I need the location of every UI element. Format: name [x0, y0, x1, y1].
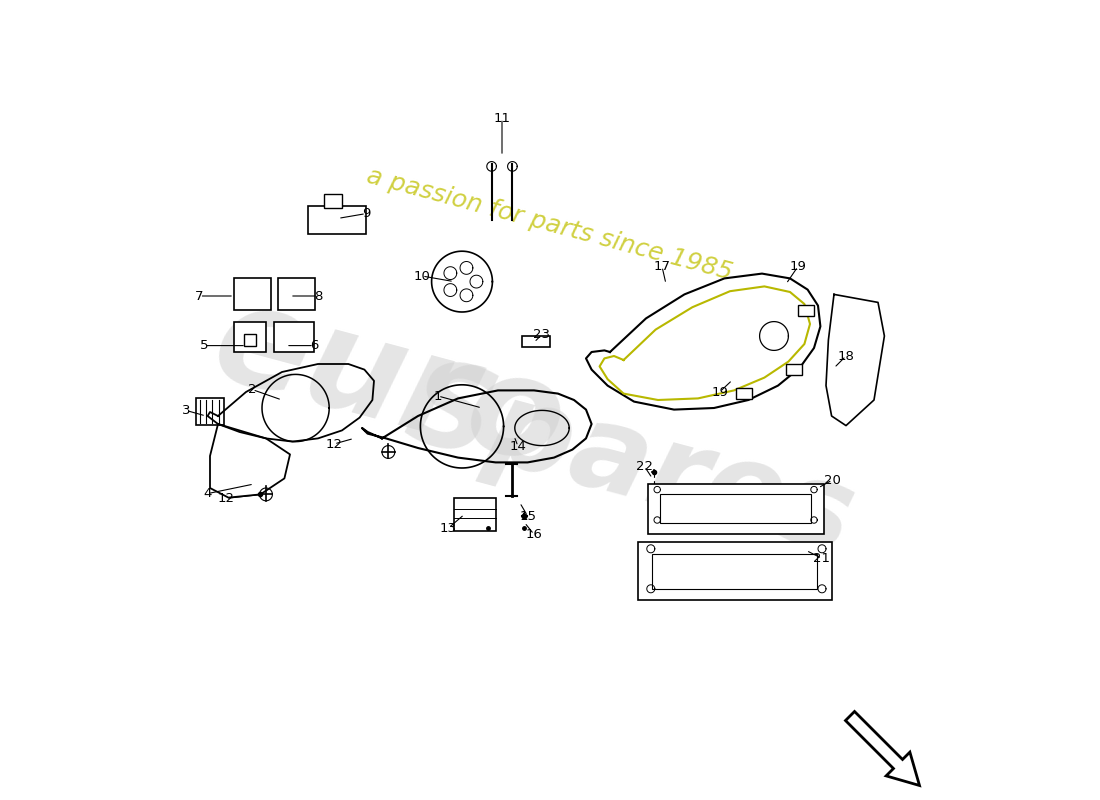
Bar — [324, 194, 342, 208]
Text: a passion for parts since 1985: a passion for parts since 1985 — [364, 163, 736, 285]
Bar — [638, 542, 832, 600]
Bar — [522, 336, 550, 347]
Text: 3: 3 — [182, 404, 190, 417]
Bar — [660, 494, 811, 523]
Bar — [197, 398, 224, 425]
Text: 5: 5 — [200, 339, 209, 352]
Text: 8: 8 — [314, 290, 322, 302]
Text: 7: 7 — [196, 290, 204, 302]
Text: 15: 15 — [519, 510, 536, 522]
Bar — [274, 322, 313, 352]
Text: Spares: Spares — [394, 350, 866, 578]
Text: euro: euro — [200, 273, 580, 495]
Text: 6: 6 — [310, 339, 318, 352]
Bar — [736, 388, 751, 399]
Bar — [244, 334, 255, 346]
Text: 20: 20 — [824, 474, 840, 486]
Text: 17: 17 — [653, 260, 671, 273]
Text: 19: 19 — [790, 260, 806, 273]
Text: 21: 21 — [814, 552, 830, 565]
Text: 9: 9 — [362, 207, 371, 220]
FancyArrow shape — [846, 711, 920, 786]
Text: 18: 18 — [837, 350, 855, 362]
Text: 14: 14 — [509, 440, 527, 453]
Text: 22: 22 — [636, 460, 653, 473]
Text: 16: 16 — [526, 528, 542, 541]
Bar — [278, 278, 315, 310]
Text: 1: 1 — [433, 390, 442, 402]
Text: 4: 4 — [204, 487, 212, 500]
Bar — [786, 364, 802, 375]
Bar — [234, 322, 266, 352]
Bar — [652, 554, 817, 589]
Text: 19: 19 — [712, 386, 728, 398]
Text: 13: 13 — [440, 522, 456, 534]
Bar — [234, 278, 271, 310]
Bar — [798, 305, 814, 316]
Text: 23: 23 — [534, 328, 550, 341]
Text: 2: 2 — [249, 383, 256, 396]
Text: 12: 12 — [218, 492, 234, 505]
Text: 11: 11 — [494, 112, 510, 125]
Bar — [454, 498, 496, 531]
Bar — [648, 484, 824, 534]
Text: 10: 10 — [414, 270, 430, 282]
Text: 12: 12 — [326, 438, 342, 450]
Bar — [308, 206, 366, 234]
